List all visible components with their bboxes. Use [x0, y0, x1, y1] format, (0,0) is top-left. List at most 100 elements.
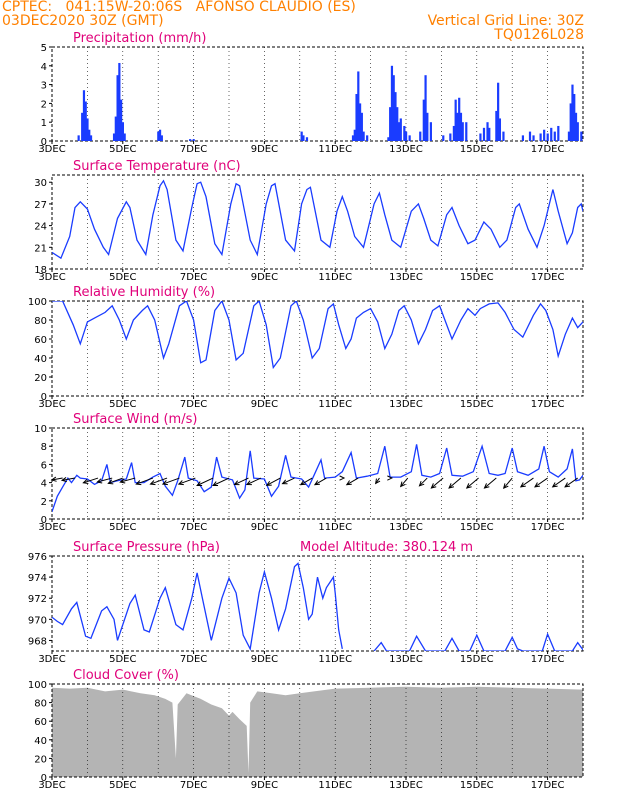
y-tick-label: 974 — [28, 573, 47, 584]
wind-arrow-head — [107, 479, 114, 485]
wind-arrow-head — [177, 480, 184, 486]
y-tick-label: 4 — [41, 62, 47, 73]
precip-bar — [121, 122, 124, 141]
precip-bar — [353, 129, 356, 141]
precip-bar — [498, 118, 502, 141]
wind-arrow — [97, 477, 113, 483]
wind-arrow-head — [82, 478, 89, 484]
wind-arrow — [431, 477, 444, 489]
precip-bar — [539, 133, 542, 141]
y-tick-label: 8 — [41, 442, 47, 453]
wind-arrow-head — [313, 480, 320, 486]
precip-bar — [482, 127, 486, 141]
precip-bar — [394, 92, 397, 141]
y-tick-label: 60 — [34, 335, 47, 346]
y-tick-label: 80 — [34, 316, 47, 327]
cloud-cover-frame — [51, 683, 584, 778]
precip-bar — [390, 65, 394, 141]
precip-bar — [461, 122, 464, 141]
humidity-panel: 0 20 40 60 80 100 3DEC 5DEC 7DEC 9DEC 11DEC 13DEC 15… — [28, 285, 584, 410]
precip-bar — [123, 133, 126, 141]
precip-bar — [86, 118, 89, 141]
wind-frame — [51, 427, 584, 520]
x-tick-label: 5DEC — [109, 272, 136, 283]
precip-bar — [116, 75, 119, 141]
wind-arrow-head — [448, 483, 455, 489]
wind-arrow-head — [465, 483, 472, 489]
pressure-subtitle: Model Altitude: 380.124 m — [300, 540, 473, 555]
x-tick-label: 13DEC — [389, 272, 423, 283]
y-tick-label: 60 — [34, 717, 47, 728]
precip-bar — [442, 135, 445, 141]
wind-arrow — [83, 477, 99, 484]
precip-bar — [77, 135, 80, 141]
wind-arrow-head — [149, 480, 156, 486]
x-tick-label: 9DEC — [251, 522, 278, 533]
wind-arrow-head — [483, 483, 490, 489]
x-tick-label: 9DEC — [251, 144, 278, 155]
y-tick-label: 20 — [34, 373, 47, 384]
precip-bar — [553, 131, 556, 141]
precip-bar — [465, 122, 468, 141]
y-tick-label: 0 — [41, 392, 47, 403]
precip-bar — [454, 99, 457, 141]
wind-arrow-head — [345, 480, 352, 486]
wind-arrow — [534, 477, 548, 488]
wind-arrow — [61, 477, 76, 481]
precip-bar — [351, 135, 355, 141]
precip-bar — [355, 94, 358, 141]
temperature-line — [52, 179, 583, 260]
precip-bar — [358, 103, 362, 141]
y-tick-label: 0 — [41, 515, 47, 526]
precip-bar — [567, 131, 571, 141]
precip-bar — [192, 139, 195, 141]
x-tick-label: 5DEC — [109, 654, 136, 665]
x-tick-label: 7DEC — [180, 144, 207, 155]
y-tick-label: 4 — [41, 479, 47, 490]
wind-arrow-head — [564, 482, 571, 488]
x-tick-label: 15DEC — [460, 654, 494, 665]
precip-bar — [362, 131, 365, 141]
x-tick-label: 9DEC — [251, 654, 278, 665]
wind-arrow-head — [399, 481, 406, 488]
precip-bar — [88, 129, 91, 141]
x-tick-label: 9DEC — [251, 399, 278, 410]
y-tick-label: 1 — [41, 118, 47, 129]
x-tick-label: 15DEC — [460, 272, 494, 283]
wind-arrow-head — [119, 478, 126, 484]
wind-arrow — [51, 477, 63, 481]
x-tick-label: 17DEC — [531, 272, 565, 283]
precip-bar — [396, 107, 399, 141]
x-tick-label: 9DEC — [251, 780, 278, 791]
x-tick-label: 3DEC — [38, 780, 65, 791]
precip-bar — [543, 129, 546, 141]
x-tick-label: 3DEC — [38, 272, 65, 283]
wind-arrow — [346, 477, 359, 486]
cloud-cover-title: Cloud Cover (%) — [73, 668, 179, 683]
humidity-line — [52, 301, 583, 370]
precip-bar — [84, 101, 87, 141]
wind-arrow — [266, 477, 281, 486]
precip-bar — [528, 131, 532, 141]
x-tick-label: 7DEC — [180, 522, 207, 533]
y-tick-label: 27 — [34, 200, 47, 211]
x-tick-label: 13DEC — [389, 654, 423, 665]
y-tick-label: 968 — [28, 636, 47, 647]
x-tick-label: 13DEC — [389, 399, 423, 410]
y-tick-label: 976 — [28, 552, 47, 563]
wind-line — [52, 443, 583, 512]
x-tick-label: 13DEC — [389, 780, 423, 791]
wind-arrow — [400, 477, 409, 487]
wind-arrow — [564, 477, 578, 488]
wind-arrow — [234, 477, 249, 486]
precip-bar — [114, 116, 117, 141]
wind-arrow — [282, 477, 295, 485]
precip-bar — [360, 112, 363, 141]
precip-bar — [521, 135, 525, 141]
wind-arrow — [448, 477, 462, 489]
precip-bar — [495, 110, 498, 141]
x-tick-label: 17DEC — [531, 522, 565, 533]
x-tick-label: 5DEC — [109, 522, 136, 533]
precip-bar — [557, 125, 560, 141]
x-tick-label: 13DEC — [389, 522, 423, 533]
